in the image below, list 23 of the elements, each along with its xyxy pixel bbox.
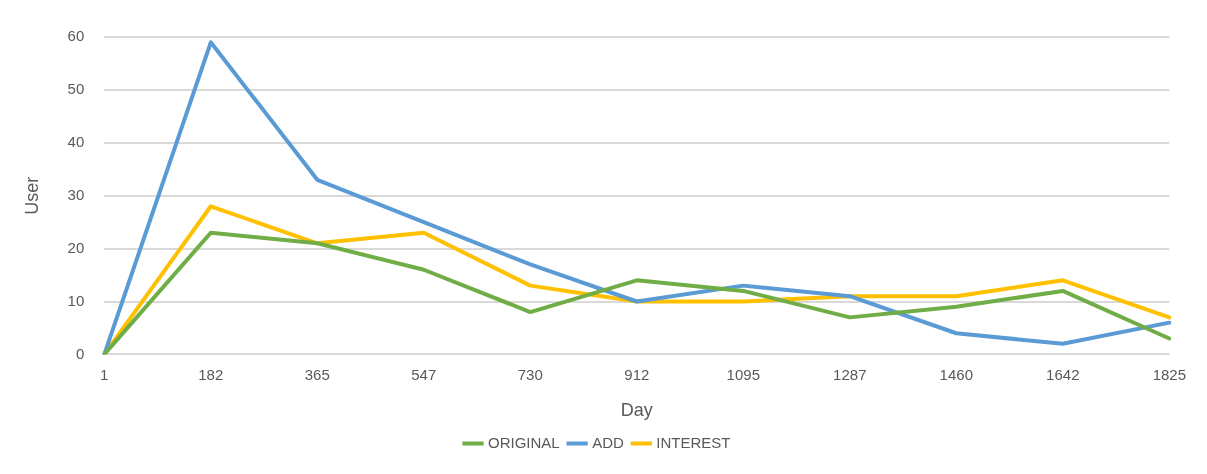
x-tick-label: 1642 [1046,365,1080,383]
legend-label: ADD [592,433,625,451]
x-tick-label: 365 [304,365,330,383]
x-axis-title: Day [620,400,653,421]
x-tick-label: 730 [517,365,543,383]
y-tick-label: 30 [67,185,85,203]
x-tick-label: 547 [411,365,437,383]
y-axis-title: User [21,176,42,215]
x-tick-label: 912 [624,365,650,383]
y-tick-label: 10 [67,291,85,309]
y-tick-label: 40 [67,132,85,150]
y-tick-label: 20 [67,238,85,256]
y-tick-label: 50 [67,80,85,98]
x-tick-label: 1825 [1152,365,1186,383]
x-tick-label: 1 [100,365,109,383]
legend-label: ORIGINAL [487,433,560,451]
x-tick-label: 1460 [939,365,973,383]
y-tick-label: 60 [67,27,85,45]
y-tick-label: 0 [75,344,85,362]
x-tick-label: 182 [198,365,224,383]
x-tick-label: 1287 [833,365,867,383]
x-tick-label: 1095 [726,365,760,383]
legend-label: INTEREST [656,433,731,451]
